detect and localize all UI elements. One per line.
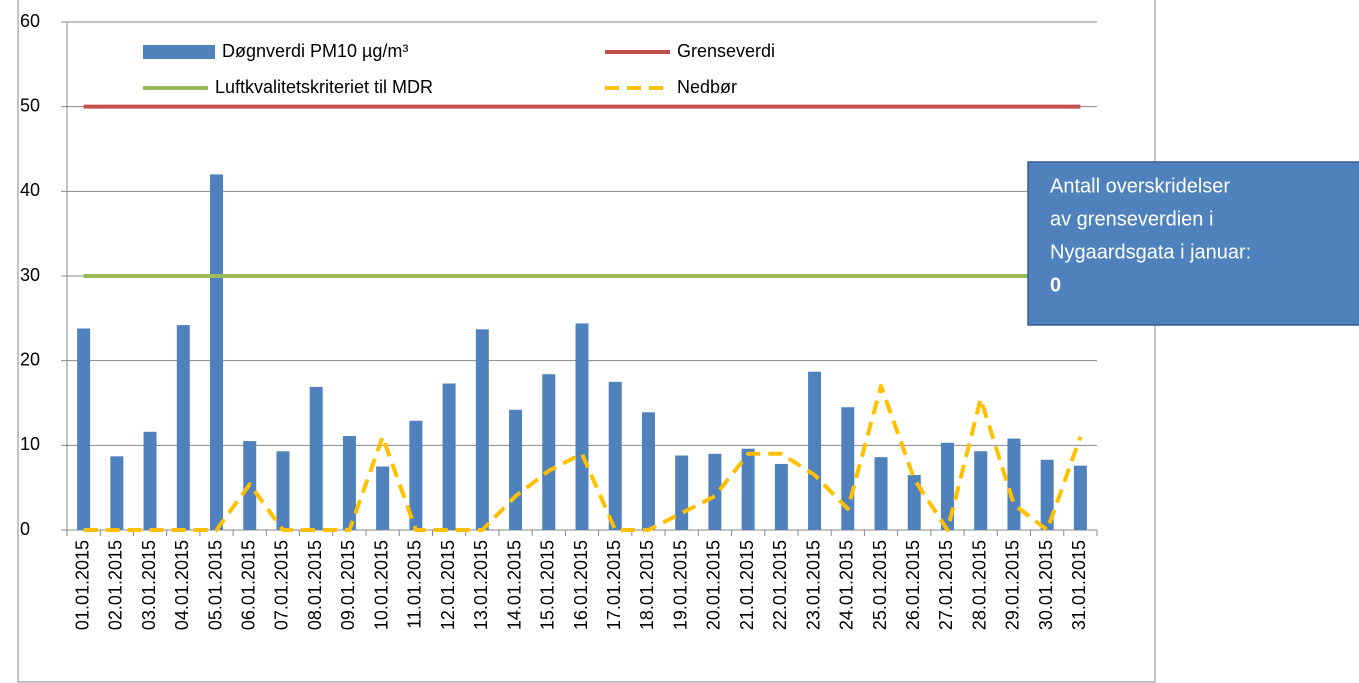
x-tick-label: 18.01.2015 bbox=[637, 540, 657, 630]
y-tick-label: 60 bbox=[20, 11, 40, 31]
legend-label: Grenseverdi bbox=[677, 41, 775, 61]
plot-area: 0 10 20 30 40 50 60 01.01.2015 02.01.2015 03.01.2… bbox=[20, 11, 1098, 630]
bar bbox=[475, 329, 489, 530]
x-tick-label: 04.01.2015 bbox=[172, 540, 192, 630]
x-tick-label: 21.01.2015 bbox=[737, 540, 757, 630]
x-tick-label: 23.01.2015 bbox=[803, 540, 823, 630]
x-tick-label: 22.01.2015 bbox=[770, 540, 790, 630]
legend: Døgnverdi PM10 µg/m³ Grenseverdi Luftkvali… bbox=[143, 41, 775, 97]
bar bbox=[1073, 465, 1087, 530]
bar bbox=[874, 457, 888, 530]
x-tick-label: 25.01.2015 bbox=[870, 540, 890, 630]
annotation: Antall overskridelser av grenseverdien i N… bbox=[1027, 161, 1359, 326]
bar bbox=[143, 431, 157, 530]
bar bbox=[442, 383, 456, 530]
legend-swatch bbox=[143, 45, 215, 59]
bar bbox=[940, 442, 954, 530]
bar bbox=[509, 409, 523, 530]
x-tick-label: 10.01.2015 bbox=[371, 540, 391, 630]
y-tick-label: 0 bbox=[20, 519, 30, 539]
bar bbox=[542, 374, 556, 530]
y-tick-label: 20 bbox=[20, 349, 40, 369]
x-tick-label: 11.01.2015 bbox=[405, 540, 425, 629]
x-tick-label: 02.01.2015 bbox=[106, 540, 126, 630]
bar bbox=[342, 436, 356, 530]
line-series bbox=[83, 384, 1083, 532]
bar bbox=[808, 371, 822, 530]
bar bbox=[309, 386, 323, 530]
annotation-box bbox=[1027, 161, 1359, 326]
bar bbox=[1007, 438, 1021, 530]
bar bbox=[110, 456, 124, 530]
bar bbox=[974, 451, 988, 530]
bar bbox=[77, 328, 91, 530]
bar bbox=[276, 451, 290, 530]
x-tick-label: 07.01.2015 bbox=[272, 540, 292, 630]
x-tick-label: 14.01.2015 bbox=[504, 540, 524, 630]
x-tick-label: 09.01.2015 bbox=[338, 540, 358, 630]
legend-label: Nedbør bbox=[677, 77, 737, 97]
bar bbox=[907, 474, 921, 530]
bar bbox=[675, 455, 689, 530]
legend-label: Døgnverdi PM10 µg/m³ bbox=[222, 41, 408, 61]
bar bbox=[210, 174, 224, 530]
bar bbox=[841, 407, 855, 530]
annotation-text: av grenseverdien i bbox=[1050, 208, 1213, 230]
bar bbox=[1040, 459, 1054, 530]
legend-label: Luftkvalitetskriteriet til MDR bbox=[215, 77, 433, 97]
annotation-text: 0 bbox=[1050, 274, 1061, 296]
x-tick-label: 16.01.2015 bbox=[571, 540, 591, 630]
y-tick-label: 30 bbox=[20, 265, 40, 285]
x-tick-label: 15.01.2015 bbox=[538, 540, 558, 630]
x-tick-label: 06.01.2015 bbox=[238, 540, 258, 630]
y-tick-label: 50 bbox=[20, 95, 40, 115]
bar bbox=[575, 323, 589, 530]
x-tick-label: 26.01.2015 bbox=[903, 540, 923, 630]
x-tick-label: 17.01.2015 bbox=[604, 540, 624, 630]
x-tick-label: 03.01.2015 bbox=[139, 540, 159, 630]
annotation-text: Nygaardsgata i januar: bbox=[1050, 241, 1251, 263]
bar bbox=[608, 381, 622, 530]
x-tick-label: 28.01.2015 bbox=[969, 540, 989, 630]
x-tick-label: 24.01.2015 bbox=[837, 540, 857, 630]
bar bbox=[176, 325, 190, 530]
x-tick-label: 19.01.2015 bbox=[670, 540, 690, 630]
annotation-text: Antall overskridelser bbox=[1050, 175, 1230, 197]
x-tick-label: 20.01.2015 bbox=[704, 540, 724, 630]
y-tick-label: 40 bbox=[20, 180, 40, 200]
bar bbox=[708, 453, 722, 530]
bar bbox=[409, 420, 423, 530]
x-tick-label: 08.01.2015 bbox=[305, 540, 325, 630]
y-tick-label: 10 bbox=[20, 434, 40, 454]
x-tick-label: 31.01.2015 bbox=[1069, 540, 1089, 630]
bar bbox=[376, 466, 390, 530]
bar bbox=[774, 463, 788, 530]
x-tick-label: 27.01.2015 bbox=[936, 540, 956, 630]
x-tick-label: 12.01.2015 bbox=[438, 540, 458, 630]
bar bbox=[641, 412, 655, 530]
bar bbox=[741, 448, 755, 530]
x-tick-label: 01.01.2015 bbox=[72, 540, 92, 630]
x-tick-label: 13.01.2015 bbox=[471, 540, 491, 630]
x-tick-label: 05.01.2015 bbox=[205, 540, 225, 630]
x-tick-label: 29.01.2015 bbox=[1003, 540, 1023, 630]
x-tick-label: 30.01.2015 bbox=[1036, 540, 1056, 630]
